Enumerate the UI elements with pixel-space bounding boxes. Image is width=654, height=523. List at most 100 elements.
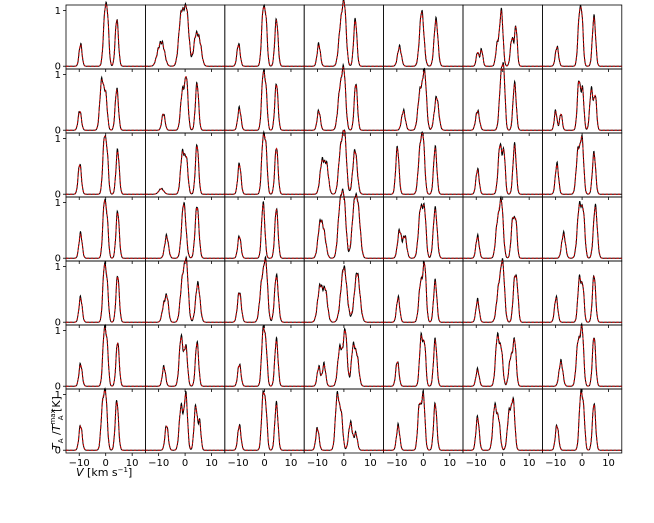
panel-r3-c4 [303, 128, 385, 200]
model-spectrum-line [224, 71, 305, 131]
model-spectrum-line [224, 327, 305, 387]
panel-frame [542, 324, 623, 390]
panel-r1-c1 [63, 0, 146, 72]
panel-r7-c4 [303, 388, 385, 456]
model-spectrum-line [383, 334, 464, 387]
panel-r2-c1 [63, 68, 146, 136]
panel-r6-c1 [63, 323, 146, 392]
observed-spectrum-line [304, 62, 384, 131]
panel-r1-c4 [303, 0, 385, 72]
observed-spectrum-line [224, 130, 305, 195]
y-tick-label: 1 [55, 134, 61, 145]
model-spectrum-line [542, 203, 622, 259]
panel-r6-c5 [383, 324, 464, 392]
panel-frame [383, 4, 464, 70]
x-tick-label: 0 [579, 458, 585, 469]
x-tick-labels: −10 0 10 −10 0 10 −10 0 10 −10 0 10 −10 0 10 −10 0 10 −10 0… [69, 458, 615, 469]
y-tick-label: 0 [55, 254, 61, 265]
observed-spectrum-line [383, 9, 464, 67]
y-tick-label: 1 [55, 326, 61, 337]
x-tick-label: −10 [307, 458, 328, 469]
model-spectrum-line [66, 327, 146, 387]
model-spectrum-line [224, 258, 305, 323]
panel-r3-c7 [542, 132, 623, 200]
x-tick-label: 10 [285, 458, 298, 469]
observed-spectrum-line [224, 389, 305, 451]
model-spectrum-line [145, 336, 225, 387]
panel-r2-c6 [462, 61, 543, 136]
x-tick-label: 0 [261, 458, 267, 469]
model-spectrum-line [304, 0, 384, 67]
panel-r4-c4 [303, 188, 385, 264]
model-spectrum-line [66, 135, 146, 195]
panel-frame [144, 4, 226, 70]
panel-frame [224, 260, 305, 326]
observed-spectrum-line [463, 195, 543, 259]
model-spectrum-line [145, 204, 225, 259]
model-spectrum-line [66, 79, 146, 131]
y-tick-label: 1 [55, 198, 61, 209]
observed-spectrum-line [66, 134, 146, 195]
x-tick-label: 0 [103, 458, 109, 469]
panel-r6-c2 [144, 324, 226, 392]
model-spectrum-line [145, 393, 225, 451]
observed-spectrum-line [304, 129, 384, 195]
panel-r7-c2 [144, 388, 226, 456]
x-tick-label: 10 [364, 458, 377, 469]
x-tick-label: 0 [420, 458, 426, 469]
observed-spectrum-line [383, 67, 464, 131]
panel-r4-c3 [224, 196, 305, 264]
model-spectrum-line [304, 393, 384, 451]
model-spectrum-line [463, 260, 543, 323]
model-spectrum-line [145, 76, 225, 131]
model-spectrum-line [463, 9, 543, 67]
observed-spectrum-line [224, 68, 305, 131]
model-spectrum-line [542, 275, 622, 323]
x-tick-label: 0 [500, 458, 506, 469]
model-spectrum-line [304, 190, 384, 259]
panel-r2-c4 [303, 62, 385, 136]
y-tick-label: 1 [55, 70, 61, 81]
panel-r5-c3 [224, 255, 305, 328]
panel-frame [144, 324, 226, 390]
y-tick-label: 1 [55, 390, 61, 401]
x-tick-label: −10 [148, 458, 169, 469]
y-tick-label: 0 [55, 62, 61, 73]
panel-frame [144, 260, 226, 326]
observed-spectrum-line [304, 0, 384, 67]
panel-r6-c7 [542, 322, 623, 392]
observed-spectrum-line [383, 331, 464, 387]
x-axis-label: V [km s−1] [76, 466, 132, 479]
panel-r7-c7 [542, 388, 623, 456]
observed-spectrum-line [463, 61, 543, 131]
x-tick-label: 10 [205, 458, 218, 469]
panel-r2-c7 [542, 68, 623, 136]
observed-spectrum-line [66, 0, 146, 67]
model-spectrum-line [66, 264, 146, 323]
observed-spectrum-line [66, 323, 146, 387]
panel-r5-c4 [303, 260, 385, 328]
observed-spectrum-line [463, 7, 543, 67]
panel-r1-c3 [224, 3, 305, 72]
observed-spectrum-line [542, 322, 622, 387]
panel-r3-c2 [144, 132, 226, 200]
panel-frame [303, 132, 385, 198]
panel-r6-c4 [303, 324, 385, 392]
model-spectrum-line [145, 5, 225, 67]
x-tick-label: −10 [69, 458, 90, 469]
model-spectrum-line [383, 204, 464, 259]
observed-spectrum-line [463, 331, 543, 387]
panel-r2-c5 [383, 67, 464, 136]
observed-spectrum-line [542, 4, 622, 67]
y-axis-label: TA /TmaxA [K] [49, 396, 65, 450]
model-spectrum-line [542, 6, 622, 67]
x-tick-label: −10 [386, 458, 407, 469]
observed-spectrum-line [304, 327, 384, 387]
x-tick-label: 10 [443, 458, 456, 469]
observed-spectrum-line [463, 258, 543, 323]
x-tick-label: 10 [523, 458, 536, 469]
panel-r3-c1 [63, 132, 146, 200]
model-spectrum-line [224, 391, 305, 451]
